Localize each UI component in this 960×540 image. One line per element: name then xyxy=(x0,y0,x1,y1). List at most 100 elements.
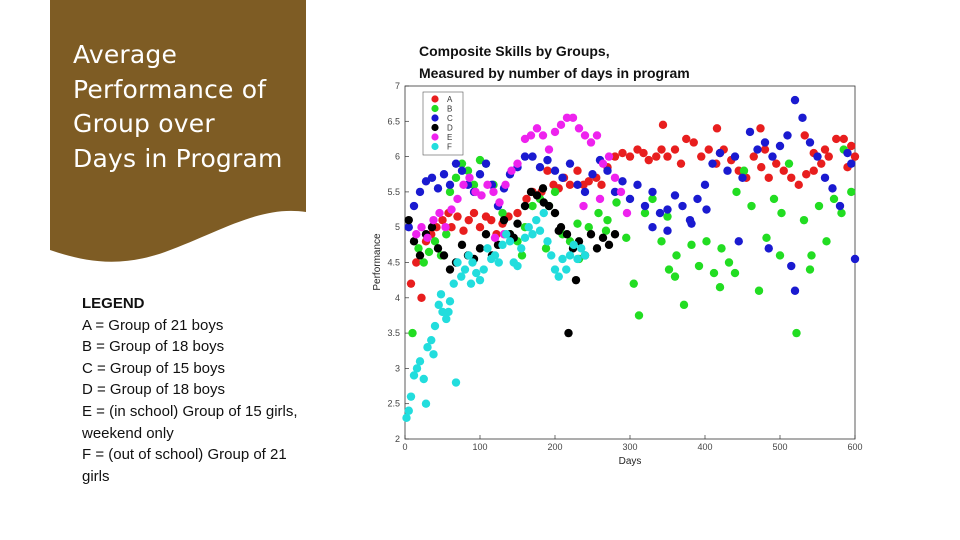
data-point xyxy=(573,219,582,228)
legend-marker xyxy=(431,104,439,113)
data-point xyxy=(558,173,567,182)
data-point xyxy=(475,170,485,179)
x-tick-label: 600 xyxy=(847,442,862,452)
legend-label: E xyxy=(447,133,452,142)
data-point xyxy=(408,328,417,338)
data-point xyxy=(513,159,522,168)
data-point xyxy=(805,265,815,274)
data-point xyxy=(837,208,846,218)
data-point xyxy=(820,173,830,182)
data-point xyxy=(562,230,572,239)
data-point xyxy=(676,159,686,168)
data-point xyxy=(715,148,725,158)
slide-title: Average Performance of Group over Days i… xyxy=(73,40,283,173)
data-point xyxy=(702,205,711,214)
data-point xyxy=(783,131,792,140)
data-point xyxy=(612,198,621,207)
data-point xyxy=(603,215,612,225)
data-point xyxy=(562,113,572,122)
data-point xyxy=(466,279,476,288)
data-point xyxy=(423,343,432,352)
data-point xyxy=(805,138,815,147)
data-point xyxy=(489,187,498,197)
data-point xyxy=(687,240,696,250)
data-point xyxy=(453,212,462,221)
data-point xyxy=(451,173,461,182)
legend-label: F xyxy=(447,143,452,152)
data-point xyxy=(498,208,507,218)
data-point xyxy=(417,293,426,302)
data-point xyxy=(586,230,596,239)
x-tick-label: 500 xyxy=(772,442,787,452)
data-point xyxy=(787,261,796,271)
x-tick-label: 400 xyxy=(697,442,712,452)
data-point xyxy=(772,159,781,168)
data-point xyxy=(449,279,458,288)
data-point xyxy=(618,148,627,158)
data-point xyxy=(409,371,419,380)
data-point xyxy=(404,223,413,232)
data-point xyxy=(435,208,444,218)
data-point xyxy=(427,335,436,345)
data-point xyxy=(429,215,438,225)
data-point xyxy=(522,194,531,204)
data-point xyxy=(424,247,434,257)
data-point xyxy=(447,223,456,232)
data-point xyxy=(439,251,449,260)
data-point xyxy=(616,187,626,197)
data-point xyxy=(757,162,766,172)
data-point xyxy=(469,180,479,190)
group-legend: LEGEND A = Group of 21 boys B = Group of… xyxy=(82,293,304,487)
data-point xyxy=(451,159,461,168)
data-point xyxy=(717,244,726,253)
data-point xyxy=(648,187,657,197)
data-point xyxy=(709,268,719,278)
data-point xyxy=(417,223,426,232)
data-point xyxy=(664,265,674,274)
data-point xyxy=(603,166,612,175)
data-point xyxy=(524,223,533,232)
data-point xyxy=(451,378,461,387)
data-point xyxy=(406,279,416,288)
data-point xyxy=(438,307,447,317)
data-point xyxy=(580,251,590,260)
chart-title: Composite Skills by Groups, Measured by … xyxy=(419,40,759,84)
data-point xyxy=(828,184,837,193)
data-point xyxy=(604,152,614,161)
y-tick-label: 6.5 xyxy=(387,116,400,126)
data-point xyxy=(708,159,717,168)
data-point xyxy=(501,180,510,190)
data-point xyxy=(809,166,818,175)
data-point xyxy=(850,152,860,161)
data-point xyxy=(430,237,440,246)
data-point xyxy=(543,155,552,165)
data-point xyxy=(460,265,470,274)
data-point xyxy=(574,124,584,133)
data-point xyxy=(565,159,575,168)
y-tick-label: 5.5 xyxy=(387,187,400,197)
legend-label: A xyxy=(447,95,453,104)
data-point xyxy=(477,191,486,200)
x-axis-label: Days xyxy=(619,456,642,467)
data-point xyxy=(404,215,413,225)
data-point xyxy=(764,173,773,182)
data-point xyxy=(712,124,722,133)
data-point xyxy=(475,275,485,285)
data-point xyxy=(625,152,635,161)
data-point xyxy=(670,272,680,281)
legend-line-d: D = Group of 18 boys xyxy=(82,381,225,399)
data-point xyxy=(672,251,681,260)
data-point xyxy=(520,233,530,242)
data-point xyxy=(678,201,687,211)
data-point xyxy=(565,251,575,260)
data-point xyxy=(813,152,822,161)
data-point xyxy=(622,208,632,218)
data-point xyxy=(556,120,566,130)
data-point xyxy=(445,265,455,274)
legend-label: C xyxy=(447,114,453,123)
data-point xyxy=(640,208,650,218)
data-point xyxy=(693,194,702,204)
data-point xyxy=(550,166,560,175)
data-point xyxy=(554,226,563,235)
data-point xyxy=(598,159,608,168)
